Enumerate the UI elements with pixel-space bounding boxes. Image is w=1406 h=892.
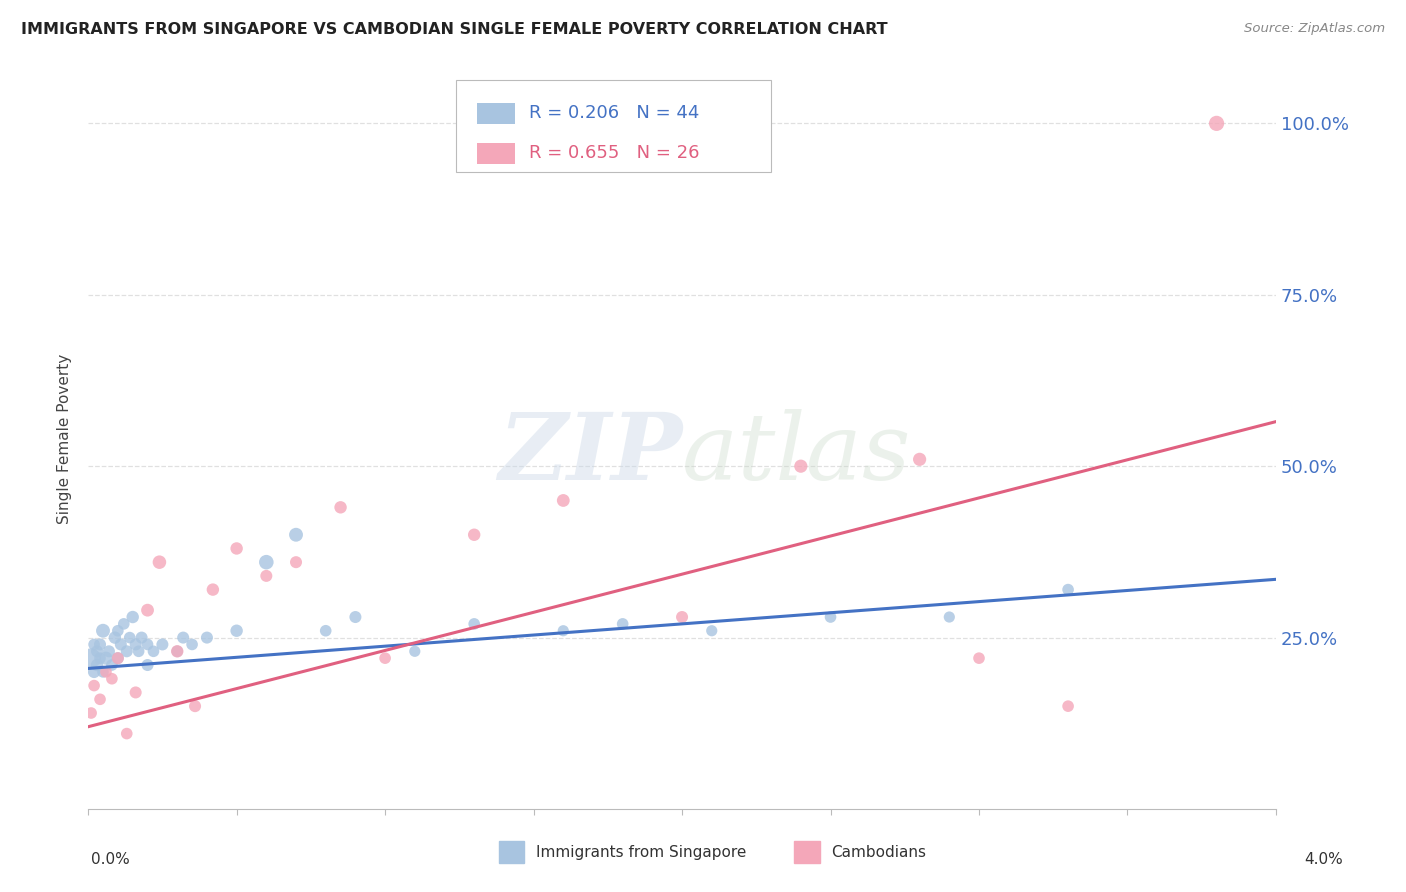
Text: 0.0%: 0.0% (91, 852, 131, 867)
Point (553, 493, 575, 508)
Point (225, 624, 247, 638)
Point (83, 665, 105, 679)
Y-axis label: Single Female Poverty: Single Female Poverty (58, 353, 72, 524)
Point (790, 459, 813, 474)
Point (285, 555, 308, 569)
Text: 4.0%: 4.0% (1303, 852, 1343, 867)
Point (463, 616, 485, 631)
FancyBboxPatch shape (477, 103, 515, 123)
Point (938, 610, 960, 624)
Point (136, 658, 159, 673)
Point (671, 610, 693, 624)
Point (908, 452, 931, 467)
FancyBboxPatch shape (457, 79, 770, 172)
Text: Source: ZipAtlas.com: Source: ZipAtlas.com (1244, 22, 1385, 36)
Text: ZIP: ZIP (498, 409, 682, 499)
Point (80, 706, 103, 720)
Point (1057, 699, 1080, 714)
Point (128, 644, 150, 658)
Point (86, 658, 108, 673)
Point (254, 569, 277, 583)
Point (329, 500, 352, 515)
Point (131, 631, 153, 645)
Point (142, 644, 165, 658)
Point (172, 631, 194, 645)
Point (124, 637, 146, 651)
Point (285, 527, 308, 541)
Point (104, 631, 127, 645)
Point (612, 616, 634, 631)
Point (700, 624, 723, 638)
Point (124, 685, 146, 699)
Point (315, 624, 337, 638)
Point (150, 637, 173, 651)
Bar (499, 841, 524, 863)
Point (148, 555, 170, 569)
Point (110, 637, 132, 651)
Point (195, 631, 218, 645)
Point (404, 644, 426, 658)
Point (94, 665, 117, 679)
Text: atlas: atlas (682, 409, 911, 499)
Point (225, 541, 247, 556)
Point (101, 672, 124, 686)
Text: Immigrants from Singapore: Immigrants from Singapore (536, 845, 747, 860)
Point (553, 624, 575, 638)
Point (80, 651, 103, 665)
Point (166, 644, 188, 658)
Point (91, 665, 114, 679)
Point (97, 644, 120, 658)
Point (166, 644, 188, 658)
Text: R = 0.655   N = 26: R = 0.655 N = 26 (529, 145, 699, 162)
Point (1057, 582, 1080, 597)
Point (118, 631, 141, 645)
Point (136, 637, 159, 651)
Point (136, 603, 159, 617)
Text: IMMIGRANTS FROM SINGAPORE VS CAMBODIAN SINGLE FEMALE POVERTY CORRELATION CHART: IMMIGRANTS FROM SINGAPORE VS CAMBODIAN S… (21, 22, 887, 37)
Point (89, 651, 111, 665)
Point (107, 651, 129, 665)
Point (184, 699, 207, 714)
FancyBboxPatch shape (477, 143, 515, 163)
Text: Cambodians: Cambodians (831, 845, 927, 860)
Point (107, 624, 129, 638)
Point (1205, 116, 1227, 130)
Text: R = 0.206   N = 44: R = 0.206 N = 44 (529, 104, 699, 122)
Point (91, 624, 114, 638)
Point (89, 692, 111, 706)
Point (181, 637, 204, 651)
Point (112, 616, 135, 631)
Point (86, 644, 108, 658)
Point (463, 527, 485, 541)
Point (89, 637, 111, 651)
Bar (794, 841, 820, 863)
Point (83, 637, 105, 651)
Point (83, 679, 105, 693)
Point (201, 582, 224, 597)
Point (115, 726, 138, 740)
Point (967, 651, 990, 665)
Point (115, 644, 138, 658)
Point (820, 610, 842, 624)
Point (101, 658, 124, 673)
Point (94, 651, 117, 665)
Point (254, 555, 277, 569)
Point (374, 651, 396, 665)
Point (107, 651, 129, 665)
Point (344, 610, 367, 624)
Point (121, 610, 143, 624)
